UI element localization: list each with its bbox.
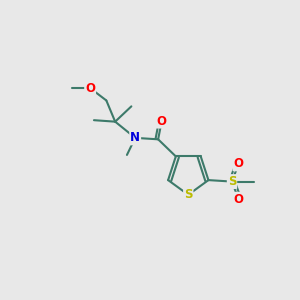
Text: O: O (233, 193, 244, 206)
Text: S: S (228, 175, 236, 188)
Text: S: S (184, 188, 193, 201)
Text: O: O (233, 158, 244, 170)
Text: O: O (85, 82, 95, 94)
Text: O: O (157, 115, 167, 128)
Text: N: N (130, 131, 140, 144)
